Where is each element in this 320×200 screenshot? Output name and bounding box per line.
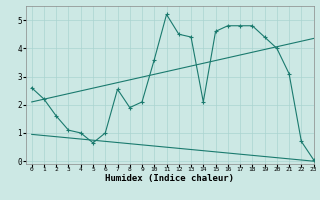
X-axis label: Humidex (Indice chaleur): Humidex (Indice chaleur) xyxy=(105,174,234,183)
